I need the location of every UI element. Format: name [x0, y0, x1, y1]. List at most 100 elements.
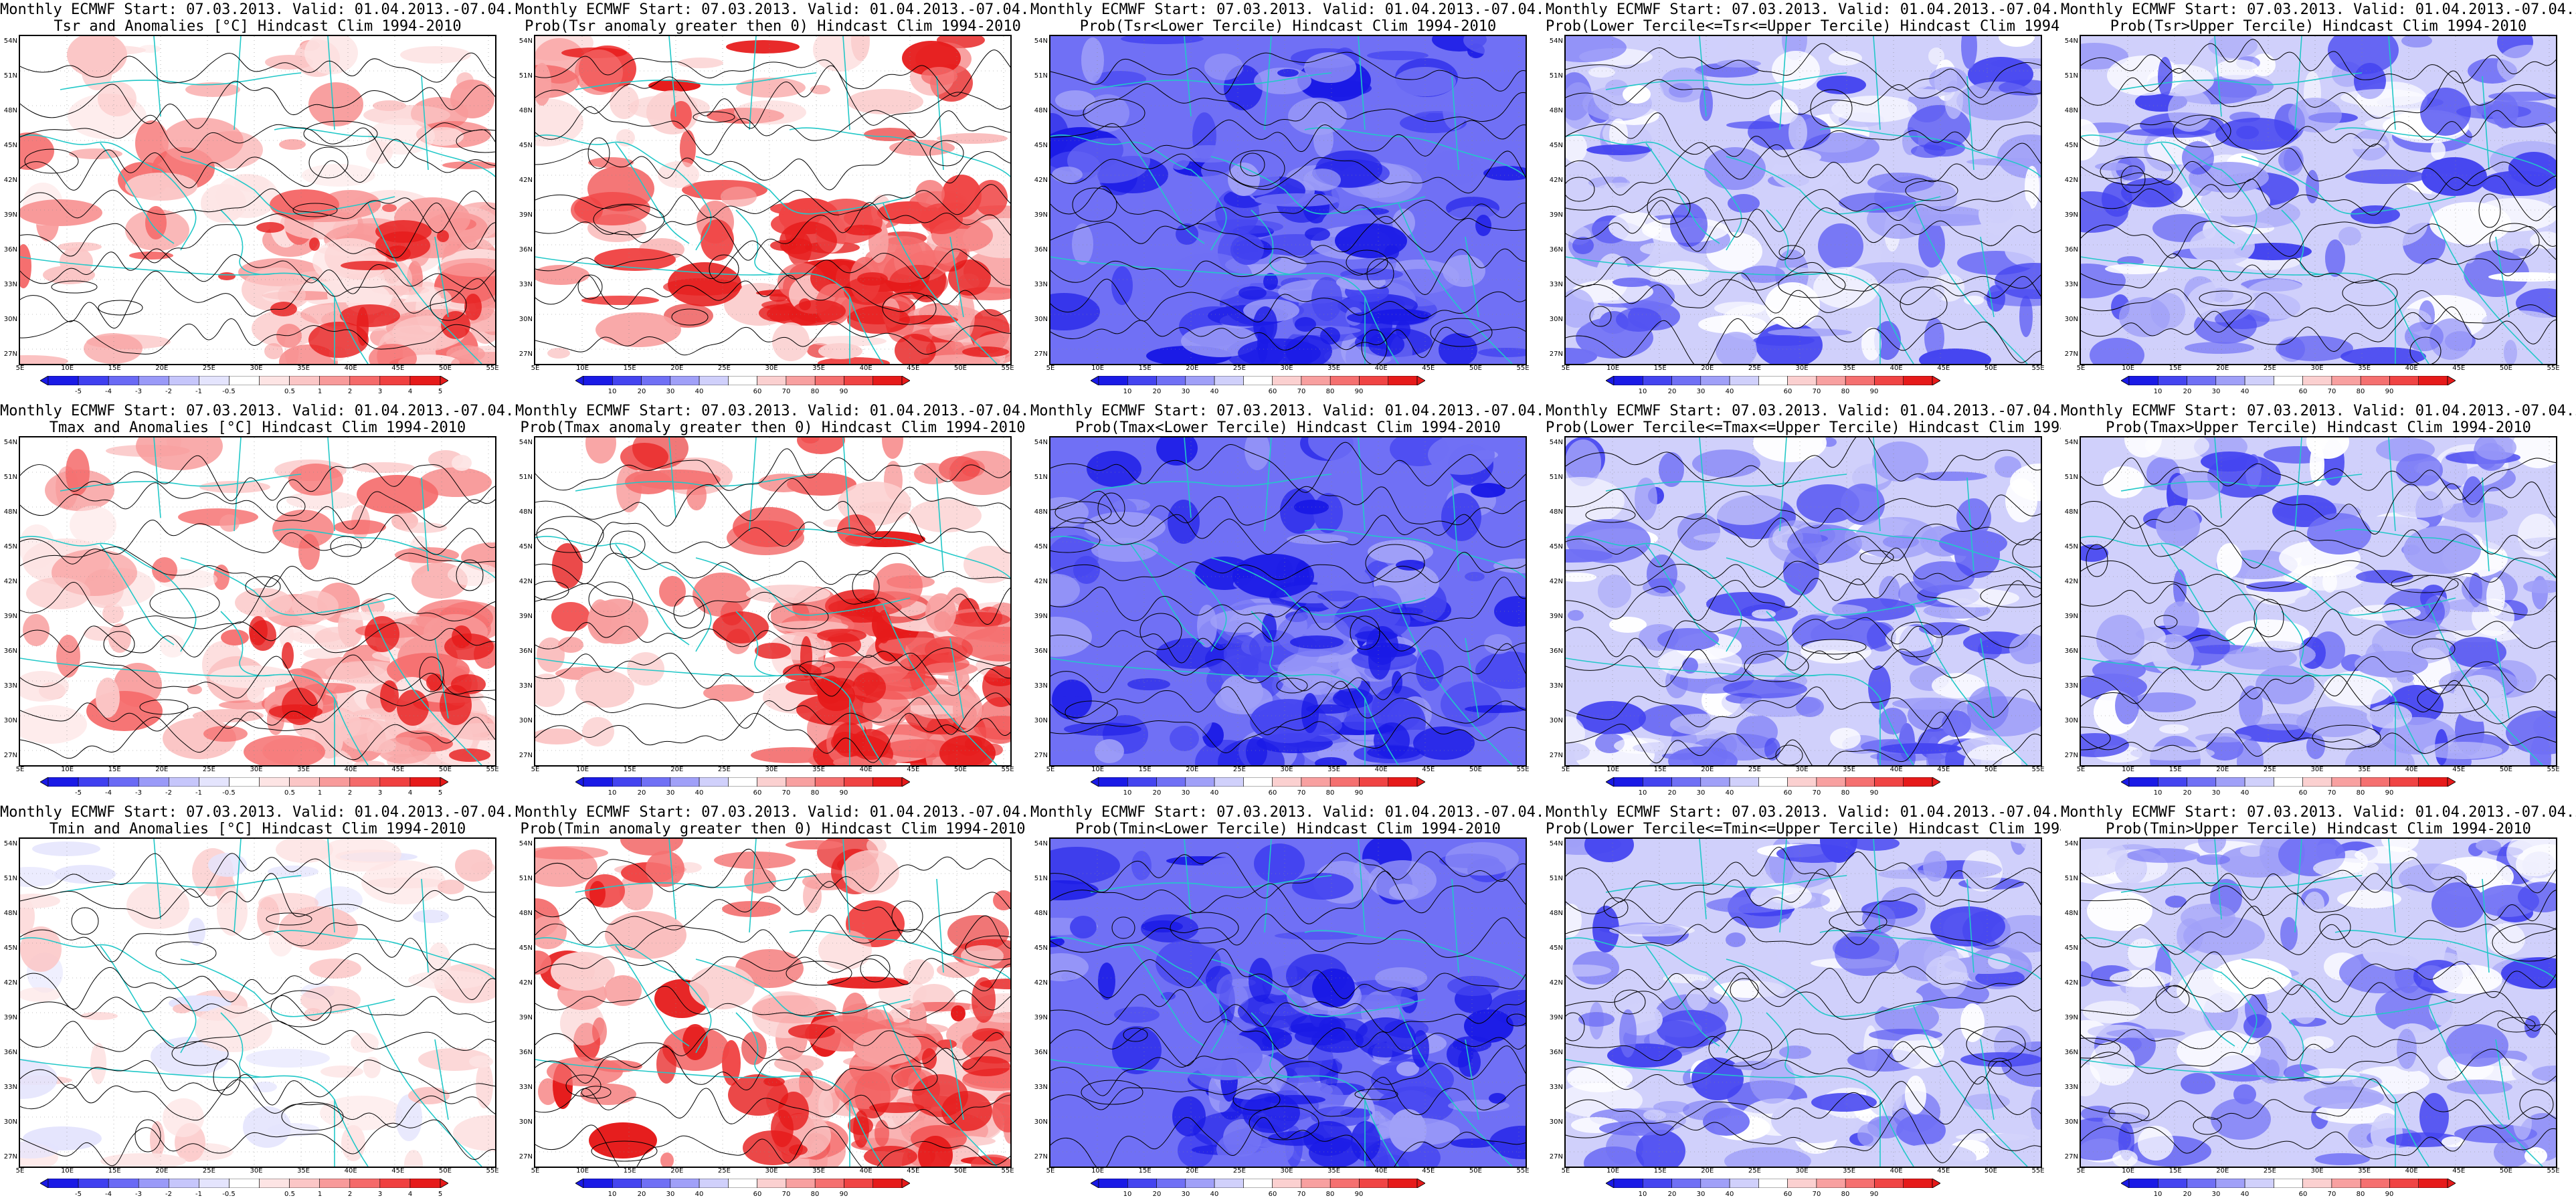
latitude-tick-label: 48N — [519, 508, 533, 516]
map-field — [1050, 437, 1526, 765]
longitude-tick-label: 15E — [108, 365, 121, 372]
latitude-tick-label: 42N — [519, 578, 533, 585]
longitude-tick-label: 35E — [297, 766, 310, 773]
longitude-tick-label: 15E — [2169, 365, 2182, 372]
latitude-tick-label: 51N — [519, 72, 533, 80]
colorbar-tick-label: 30 — [2211, 388, 2221, 395]
latitude-tick-label: 30N — [2064, 717, 2078, 724]
map-area — [1049, 837, 1527, 1168]
longitude-tick-label: 45E — [1937, 766, 1950, 773]
longitude-tick-label: 20E — [1186, 1167, 1199, 1175]
latitude-tick-label: 30N — [519, 717, 533, 724]
colorbar-tick-label: 70 — [1812, 388, 1821, 395]
longitude-tick-label: 15E — [623, 1167, 636, 1175]
panel-title-line1: Monthly ECMWF Start: 07.03.2013. Valid: … — [0, 804, 515, 821]
colorbar-tick-label: -5 — [75, 789, 82, 797]
latitude-tick-label: 30N — [519, 316, 533, 323]
latitude-tick-label: 51N — [1549, 875, 1563, 882]
latitude-tick-label: 27N — [1549, 350, 1563, 358]
longitude-tick-label: 10E — [576, 365, 589, 372]
longitude-tick-label: 50E — [1469, 1167, 1482, 1175]
longitude-tick-label: 50E — [438, 365, 452, 372]
latitude-tick-label: 48N — [1034, 107, 1048, 114]
panel-title-line1: Monthly ECMWF Start: 07.03.2013. Valid: … — [515, 1, 1030, 18]
map-area — [534, 35, 1012, 365]
latitude-tick-label: 54N — [519, 439, 533, 446]
latitude-tick-label: 36N — [1549, 246, 1563, 254]
colorbar-tick-label: -3 — [135, 1191, 142, 1198]
colorbar-tick-label: 20 — [2183, 388, 2192, 395]
colorbar-tick-label: 4 — [407, 789, 413, 797]
latitude-tick-label: 39N — [2064, 1014, 2078, 1021]
longitude-tick-label: 45E — [391, 365, 405, 372]
panel-title-line2: Prob(Tmax<Lower Tercile) Hindcast Clim 1… — [1075, 419, 1501, 436]
colorbar-tick-label: 20 — [2183, 789, 2192, 797]
longitude-tick-label: 30E — [765, 365, 778, 372]
longitude-tick-label: 55E — [1516, 1167, 1530, 1175]
colorbar-tick-label: 2 — [347, 388, 353, 395]
latitude-tick-label: 33N — [3, 1084, 17, 1091]
latitude-tick-label: 51N — [1034, 72, 1048, 80]
longitude-tick-label: 25E — [202, 365, 215, 372]
latitude-tick-label: 30N — [1034, 316, 1048, 323]
colorbar-tick-label: 60 — [2298, 1191, 2308, 1198]
panel-title-line2: Prob(Tsr<Lower Tercile) Hindcast Clim 19… — [1079, 18, 1497, 35]
longitude-tick-label: 45E — [1937, 1167, 1950, 1175]
panel-title-line2: Prob(Tsr anomaly greater then 0) Hindcas… — [525, 18, 1021, 35]
latitude-tick-label: 45N — [1034, 543, 1048, 550]
map-area — [1564, 35, 2042, 365]
map-field — [535, 437, 1010, 765]
latitude-tick-label: 36N — [1034, 1049, 1048, 1056]
colorbar-tick-label: 20 — [1152, 1191, 1162, 1198]
colorbar-tick-label: 60 — [1268, 388, 1277, 395]
longitude-tick-label: 30E — [1795, 365, 1809, 372]
latitude-tick-label: 48N — [3, 508, 17, 516]
longitude-tick-label: 30E — [250, 766, 263, 773]
longitude-tick-label: 10E — [1606, 1167, 1620, 1175]
colorbar-tick-label: 60 — [753, 789, 762, 797]
longitude-tick-label: 30E — [1280, 365, 1293, 372]
map-panel: Monthly ECMWF Start: 07.03.2013. Valid: … — [2061, 803, 2576, 1204]
latitude-tick-label: 51N — [3, 72, 17, 80]
colorbar-tick-label: 20 — [1667, 789, 1677, 797]
colorbar-tick-label: 80 — [810, 1191, 820, 1198]
longitude-tick-label: 20E — [1701, 365, 1714, 372]
colorbar-tick-label: 3 — [377, 789, 383, 797]
map-area — [2080, 35, 2557, 365]
latitude-tick-label: 45N — [1034, 142, 1048, 149]
colorbar-tick-label: -3 — [135, 388, 142, 395]
longitude-tick-label: 40E — [1890, 766, 1903, 773]
longitude-tick-label: 40E — [2405, 365, 2418, 372]
colorbar-tick-label: 70 — [2327, 789, 2336, 797]
latitude-tick-label: 39N — [1034, 1014, 1048, 1021]
longitude-tick-label: 5E — [1046, 766, 1055, 773]
latitude-tick-label: 45N — [1549, 543, 1563, 550]
map-area — [19, 35, 496, 365]
latitude-tick-label: 51N — [1034, 474, 1048, 481]
latitude-tick-label: 54N — [2064, 439, 2078, 446]
colorbar-tick-label: 20 — [1667, 388, 1677, 395]
longitude-tick-label: 30E — [765, 766, 778, 773]
latitude-tick-label: 45N — [2064, 142, 2078, 149]
latitude-tick-label: 48N — [2064, 107, 2078, 114]
longitude-tick-label: 35E — [1843, 1167, 1856, 1175]
longitude-tick-label: 50E — [2499, 766, 2512, 773]
latitude-tick-label: 39N — [3, 1014, 17, 1021]
longitude-tick-label: 5E — [1561, 1167, 1570, 1175]
panel-title: Monthly ECMWF Start: 07.03.2013. Valid: … — [2061, 403, 2576, 436]
map-area — [1564, 436, 2042, 767]
latitude-tick-label: 33N — [1034, 281, 1048, 288]
panel-title: Monthly ECMWF Start: 07.03.2013. Valid: … — [0, 403, 515, 436]
panel-title: Monthly ECMWF Start: 07.03.2013. Valid: … — [515, 1, 1030, 35]
latitude-tick-label: 36N — [3, 246, 17, 254]
map-field — [535, 839, 1010, 1167]
latitude-tick-label: 51N — [3, 474, 17, 481]
longitude-tick-label: 10E — [61, 1167, 74, 1175]
panel-title-line2: Tmin and Anomalies [°C] Hindcast Clim 19… — [49, 821, 466, 837]
latitude-tick-label: 45N — [1034, 944, 1048, 952]
latitude-tick-label: 39N — [519, 613, 533, 620]
longitude-tick-label: 5E — [2076, 766, 2086, 773]
longitude-tick-label: 55E — [2547, 1167, 2560, 1175]
map-field — [535, 36, 1010, 364]
